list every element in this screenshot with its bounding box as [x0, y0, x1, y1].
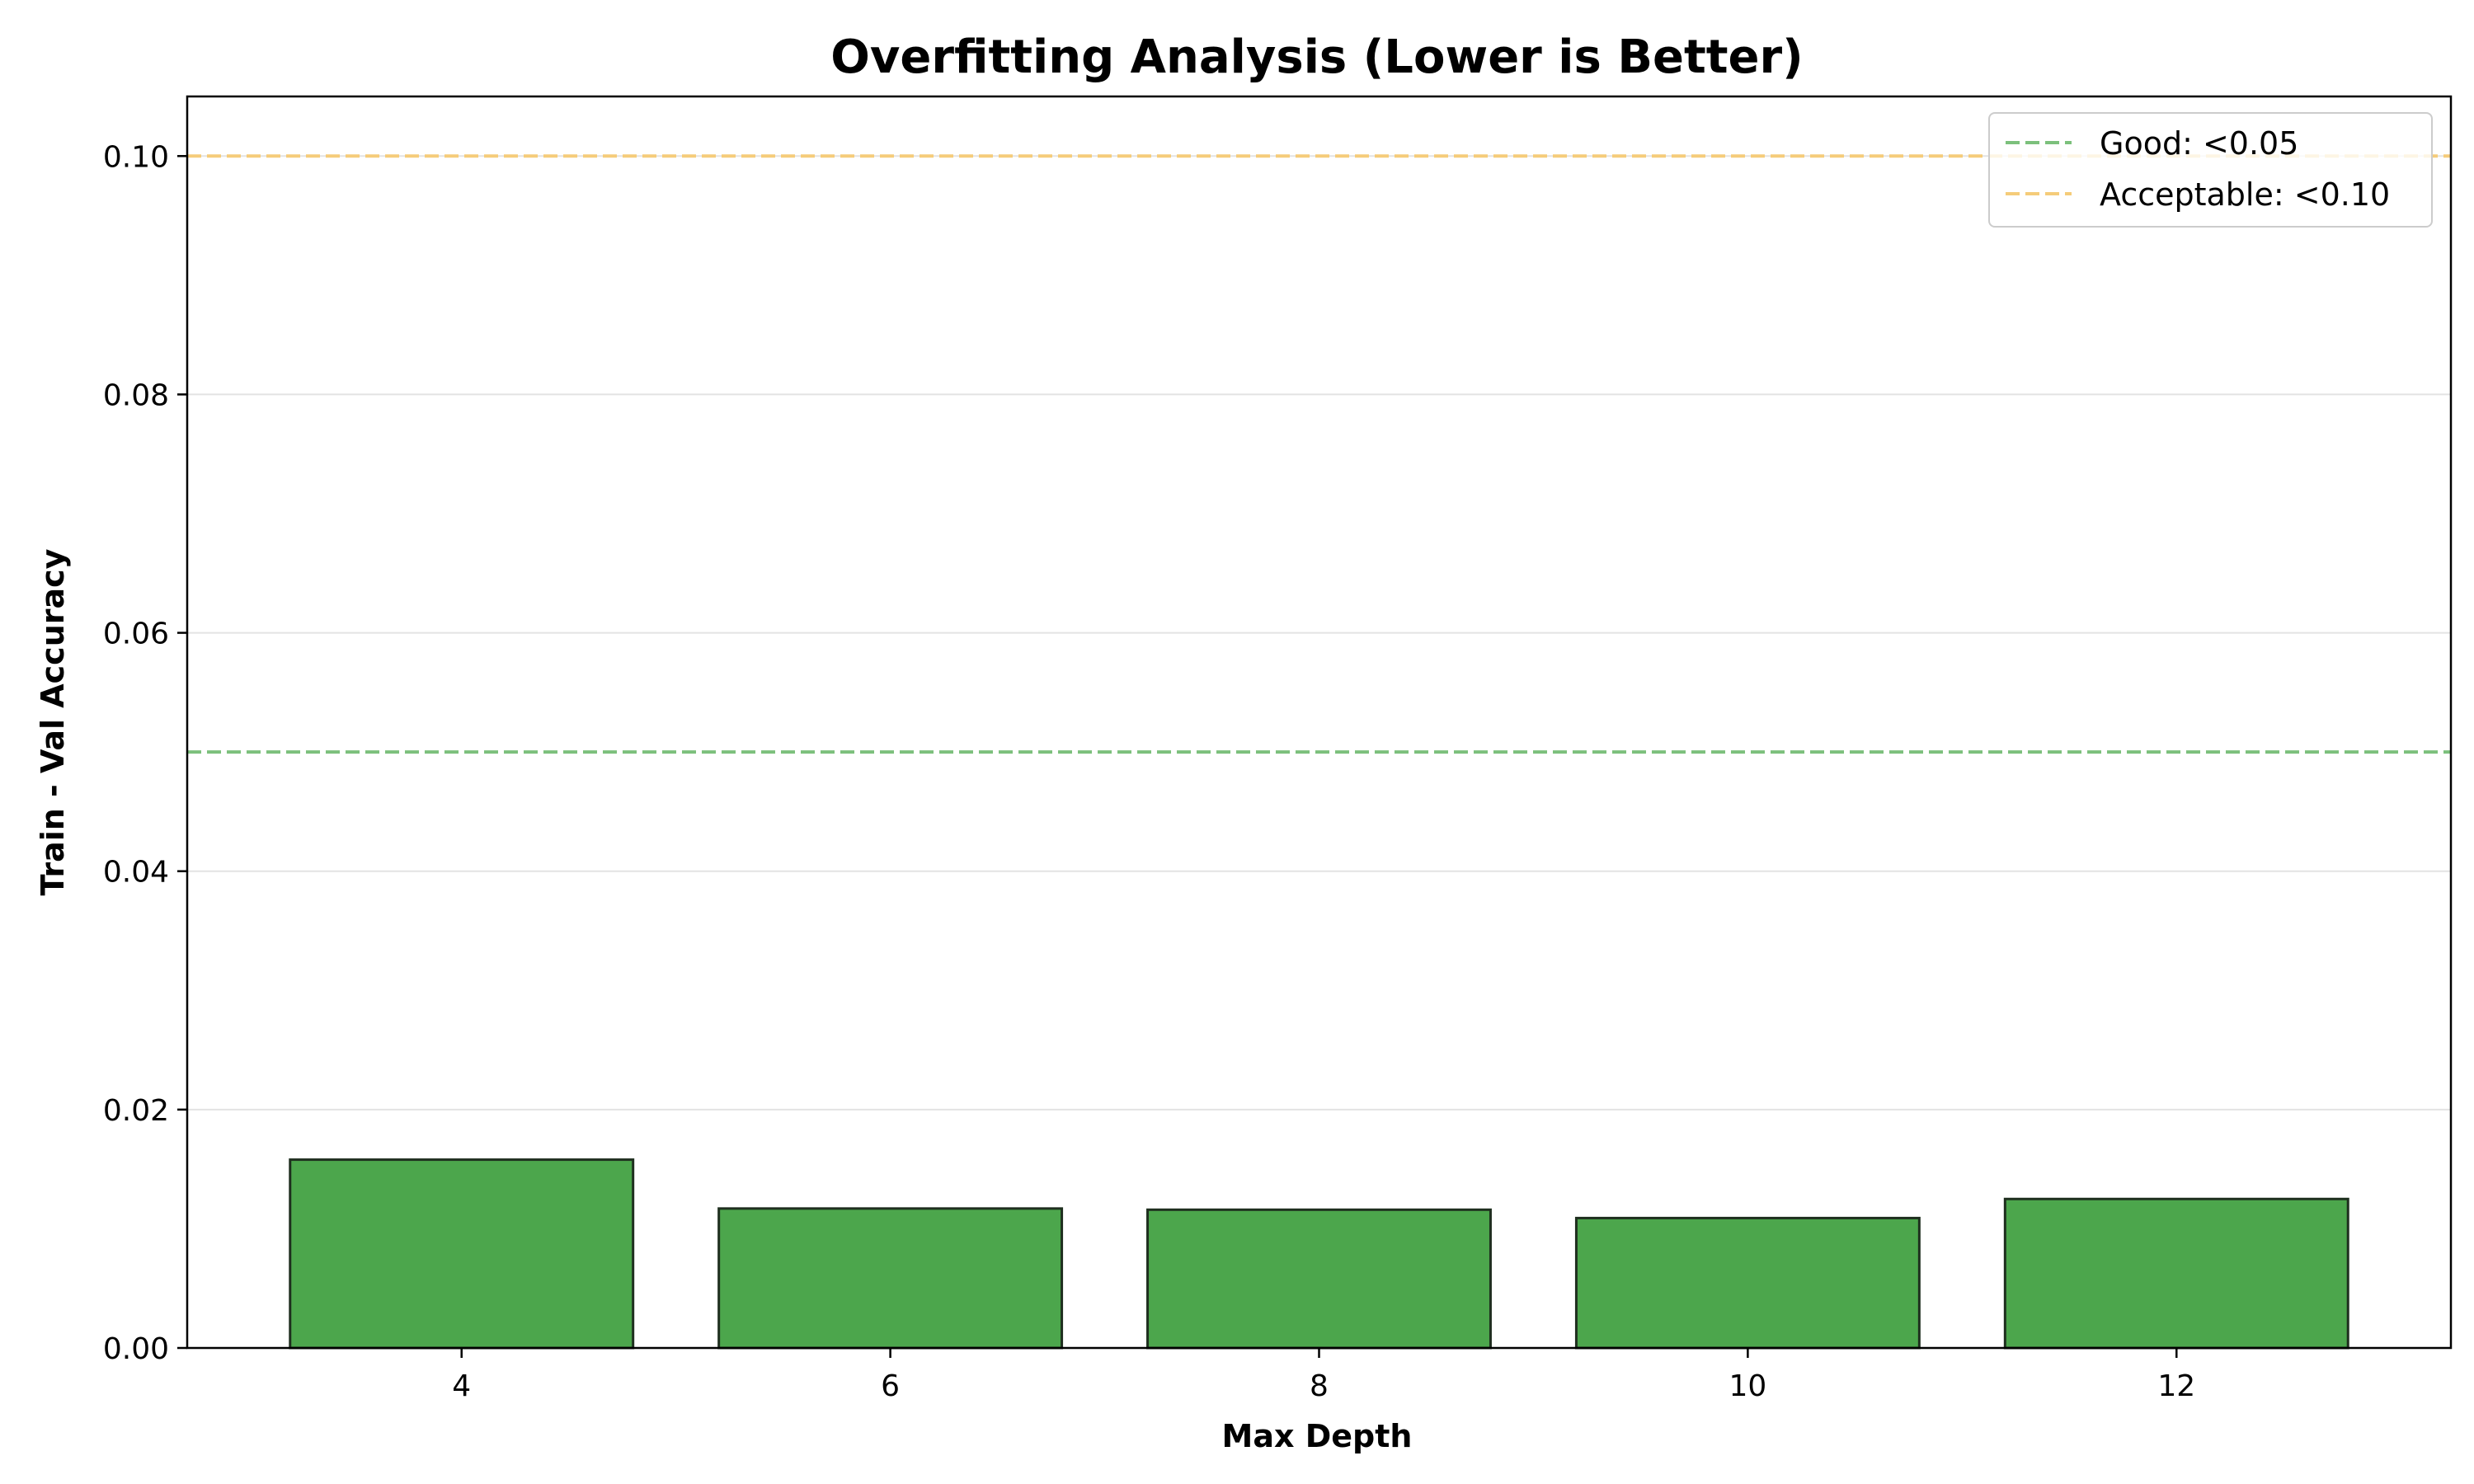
y-tick-label: 0.02: [103, 1094, 169, 1128]
bar-4: [289, 1158, 635, 1350]
bars: [289, 1158, 2349, 1350]
legend-label-0: Good: <0.05: [2100, 125, 2298, 162]
legend-box: [1988, 112, 2433, 228]
y-axis-ticks: 0.00 0.02 0.04 0.06 0.08 0.10: [103, 140, 187, 1366]
x-axis-label: Max Depth: [1222, 1418, 1413, 1454]
y-axis-label: Train - Val Accuracy: [35, 548, 71, 895]
y-tick-label: 0.00: [103, 1332, 169, 1366]
y-tick-label: 0.04: [103, 856, 169, 890]
bar-8: [1146, 1208, 1492, 1350]
x-tick-label: 10: [1729, 1369, 1766, 1403]
x-tick-label: 4: [452, 1369, 471, 1403]
bar-12: [2003, 1197, 2349, 1350]
x-tick-label: 6: [881, 1369, 900, 1403]
bar-10: [1574, 1216, 1921, 1350]
y-tick-label: 0.06: [103, 618, 169, 651]
legend-label-1: Acceptable: <0.10: [2100, 176, 2390, 213]
bar-6: [717, 1207, 1064, 1350]
x-tick-label: 12: [2157, 1369, 2195, 1403]
legend-items: Good: <0.05 Acceptable: <0.10: [2006, 125, 2390, 213]
x-axis-ticks: 4 6 8 10 12: [452, 1348, 2195, 1403]
legend: Good: <0.05 Acceptable: <0.10: [1988, 112, 2433, 228]
y-tick-label: 0.08: [103, 378, 169, 412]
reference-lines: [187, 154, 2451, 754]
chart-title: Overfitting Analysis (Lower is Better): [830, 31, 1803, 84]
y-tick-label: 0.10: [103, 140, 169, 174]
x-tick-label: 8: [1310, 1369, 1329, 1403]
